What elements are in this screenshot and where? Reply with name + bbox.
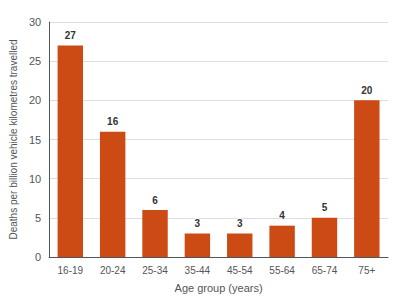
svg-text:5: 5 bbox=[35, 212, 41, 224]
svg-text:45-54: 45-54 bbox=[227, 265, 253, 276]
svg-text:20-24: 20-24 bbox=[100, 265, 126, 276]
svg-text:4: 4 bbox=[279, 210, 285, 221]
svg-text:27: 27 bbox=[65, 30, 77, 41]
svg-text:5: 5 bbox=[322, 202, 328, 213]
svg-text:20: 20 bbox=[29, 94, 41, 106]
svg-text:15: 15 bbox=[29, 134, 41, 146]
svg-text:3: 3 bbox=[195, 218, 201, 229]
svg-text:10: 10 bbox=[29, 173, 41, 185]
svg-text:6: 6 bbox=[152, 195, 158, 206]
svg-text:20: 20 bbox=[361, 85, 373, 96]
svg-text:25: 25 bbox=[29, 55, 41, 67]
svg-text:Age group (years): Age group (years) bbox=[175, 282, 263, 294]
svg-text:3: 3 bbox=[237, 218, 243, 229]
svg-text:75+: 75+ bbox=[358, 265, 375, 276]
svg-text:16-19: 16-19 bbox=[58, 265, 84, 276]
svg-text:0: 0 bbox=[35, 251, 41, 263]
svg-text:Deaths per billion vehicle kil: Deaths per billion vehicle kilometres tr… bbox=[8, 39, 19, 239]
svg-text:30: 30 bbox=[29, 16, 41, 28]
svg-text:55-64: 55-64 bbox=[269, 265, 295, 276]
svg-text:25-34: 25-34 bbox=[142, 265, 168, 276]
svg-text:35-44: 35-44 bbox=[185, 265, 211, 276]
svg-text:16: 16 bbox=[107, 116, 119, 127]
svg-text:65-74: 65-74 bbox=[312, 265, 338, 276]
